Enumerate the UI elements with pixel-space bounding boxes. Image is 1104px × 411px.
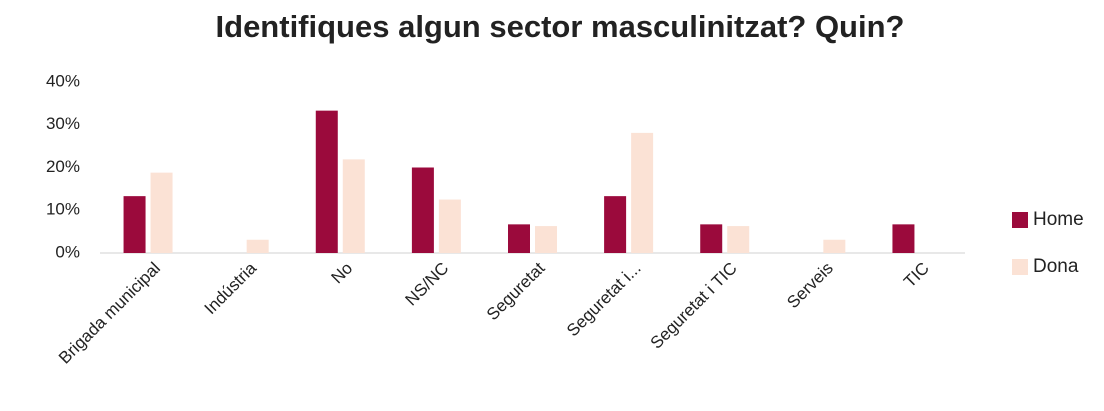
y-tick-label: 40% [46,71,80,90]
bar [508,224,530,253]
y-tick-label: 10% [46,200,80,219]
chart-title: Identifiques algun sector masculinitzat?… [216,9,905,44]
bar [411,167,434,253]
x-tick-label: NS/NC [402,259,453,310]
bar [246,239,269,253]
bar [727,226,750,253]
x-tick-label: TIC [900,259,933,292]
legend-label: Dona [1033,256,1079,277]
x-tick-label: Seguretat i TIC [647,259,741,353]
x-tick-label: Brigada municipal [55,259,164,368]
legend-swatch [1012,259,1028,275]
y-tick-label: 30% [46,114,80,133]
bar [123,196,146,253]
bar [150,172,173,253]
bar [438,199,461,253]
x-tick-label: Seguretat i... [563,259,645,341]
x-tick-label: Serveis [783,259,837,313]
bar [342,159,365,253]
bar [535,226,557,253]
bar [892,224,915,253]
x-tick-label: Indústria [201,258,261,318]
bar [315,110,338,253]
y-tick-label: 20% [46,157,80,176]
bar [823,239,846,253]
legend-swatch [1012,212,1028,228]
bar [631,132,654,253]
x-tick-label: Seguretat [483,258,549,324]
x-tick-label: No [327,259,356,288]
bar [604,196,627,253]
legend-label: Home [1033,209,1084,230]
bar [700,224,723,253]
y-tick-label: 0% [55,242,80,261]
